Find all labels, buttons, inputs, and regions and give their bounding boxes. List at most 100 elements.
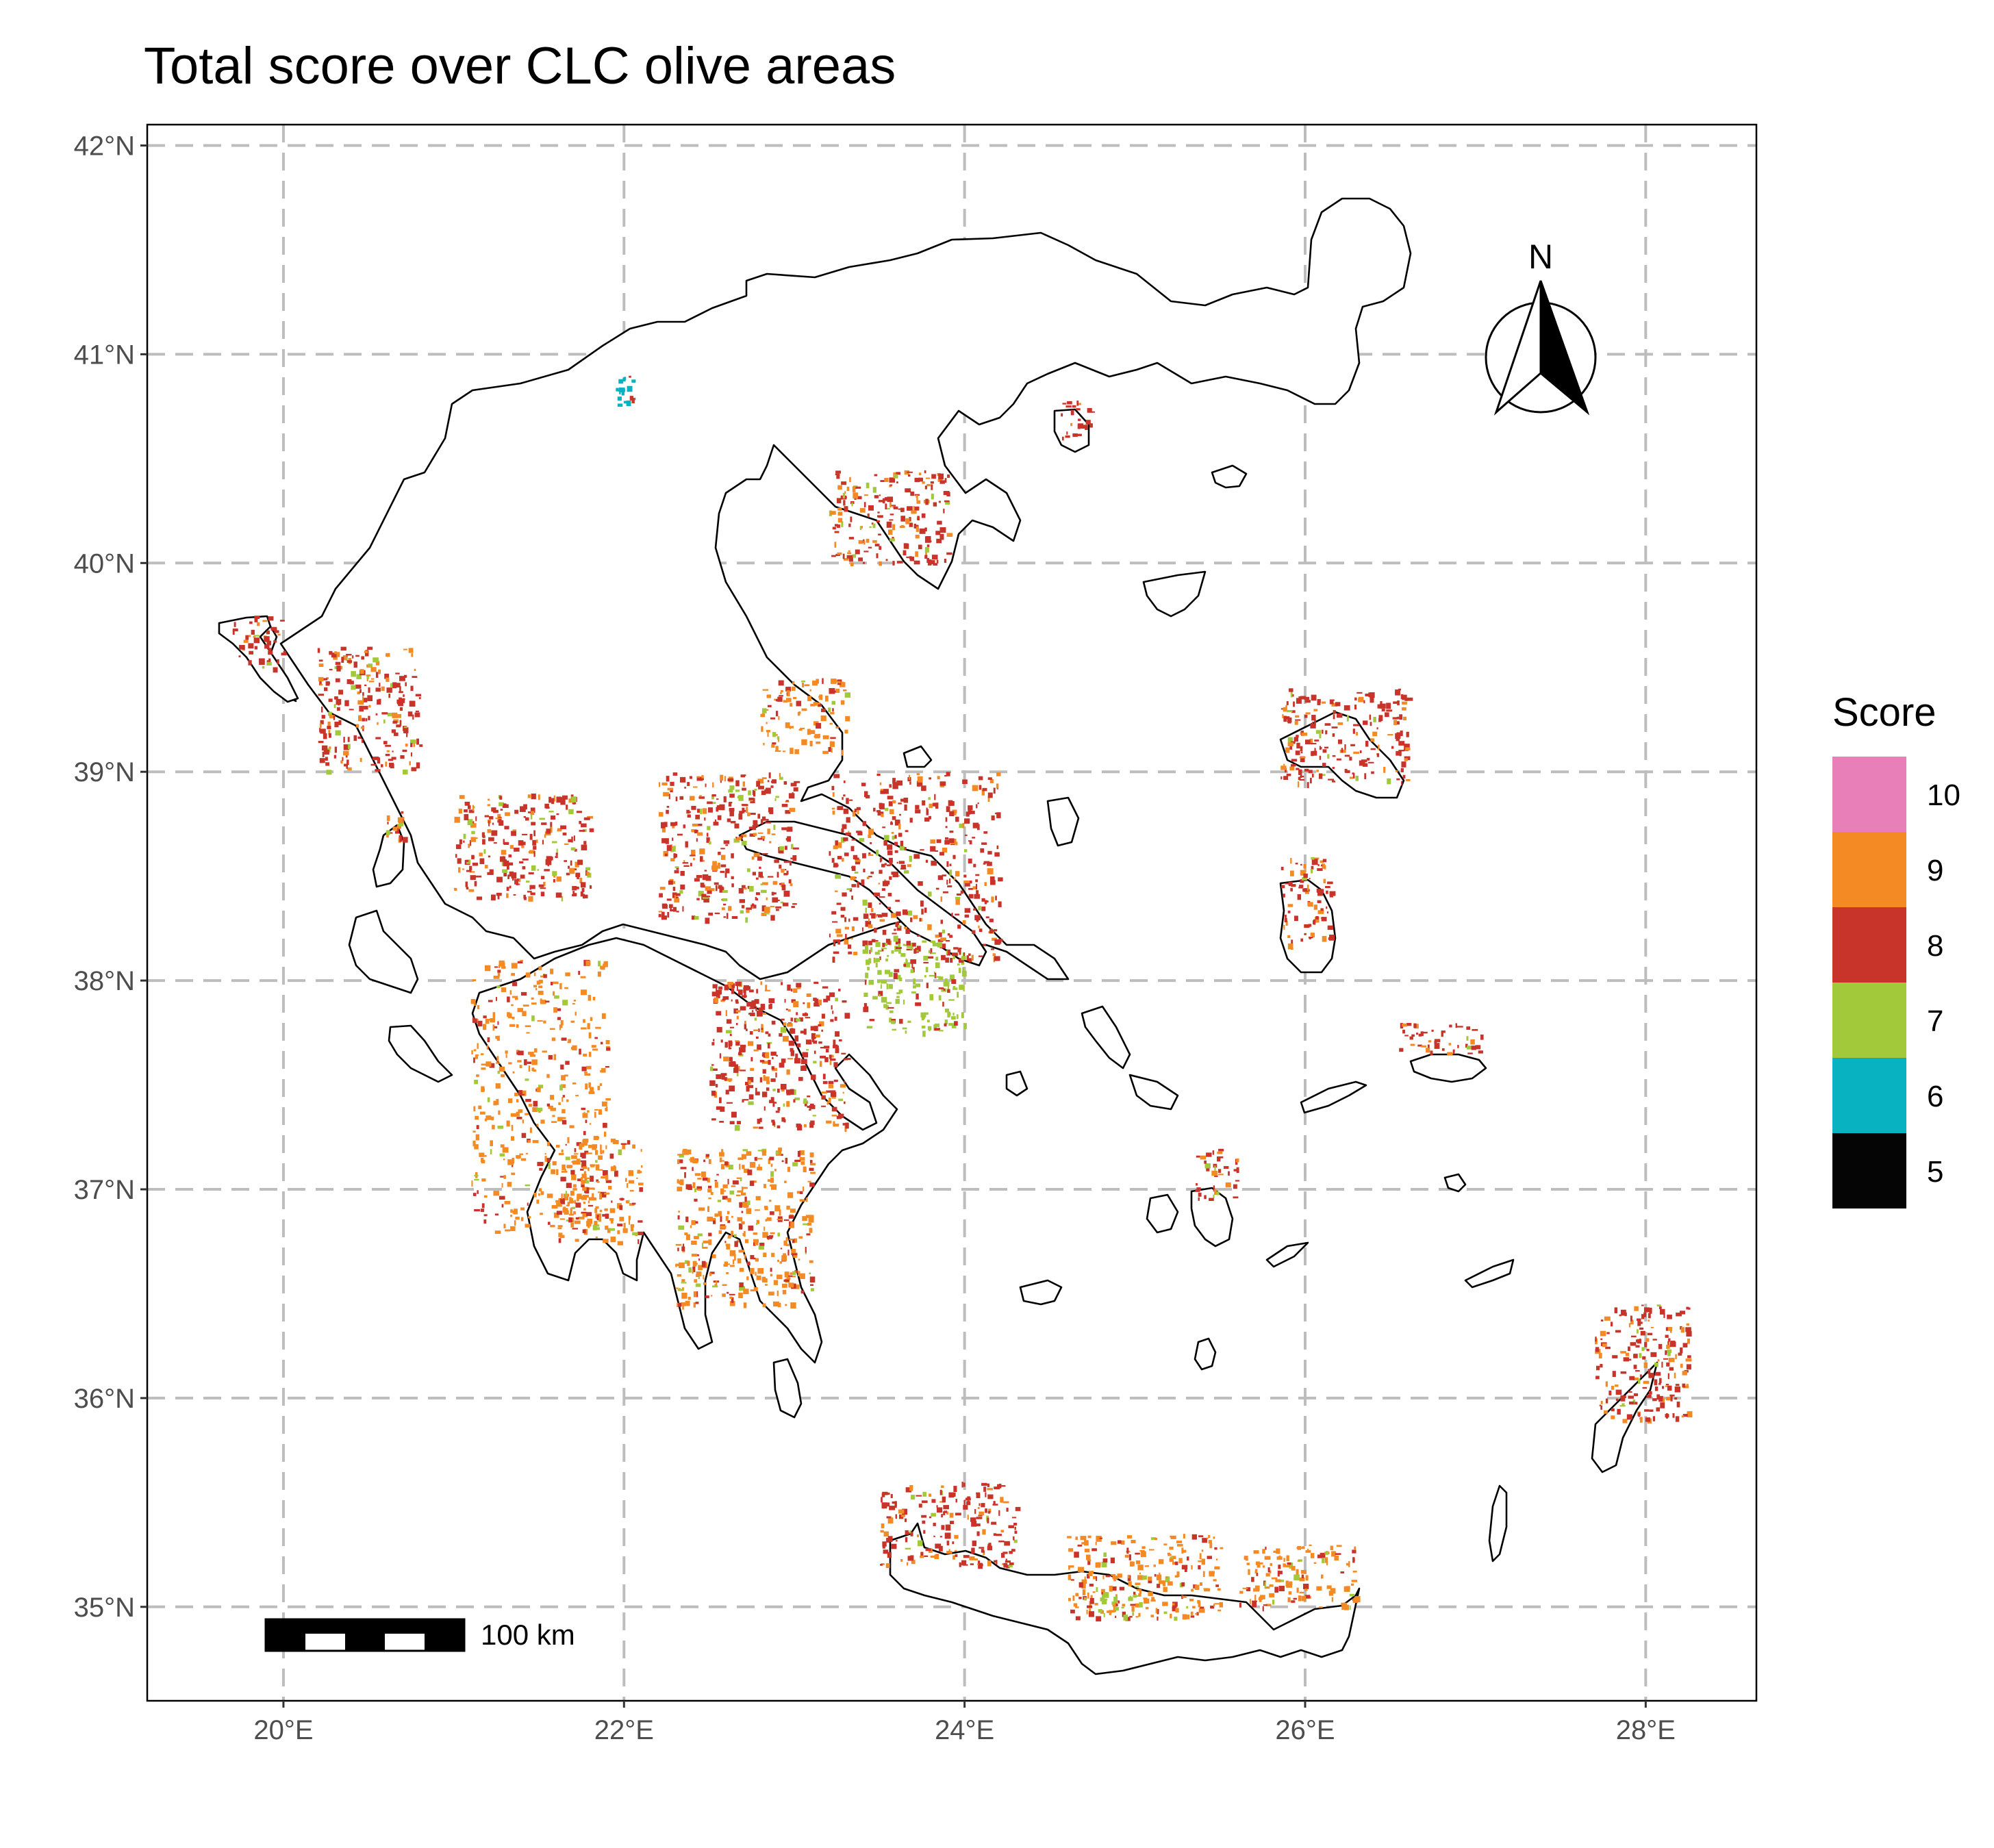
score-cell (670, 858, 675, 862)
score-cell (802, 1052, 809, 1058)
score-cell (536, 1087, 541, 1093)
score-cell (1678, 1352, 1682, 1356)
score-cell (472, 979, 477, 982)
score-cell (1128, 1575, 1130, 1579)
score-cell (738, 1292, 743, 1299)
score-cell (981, 1482, 987, 1486)
score-cell (844, 926, 849, 930)
score-cell (805, 1215, 812, 1218)
score-cell (757, 1150, 764, 1152)
score-cell (503, 860, 509, 867)
score-cell (785, 722, 790, 729)
score-cell (586, 872, 590, 876)
score-cell (708, 1232, 712, 1237)
score-cell (1666, 1362, 1670, 1367)
score-cell (779, 864, 782, 869)
score-cell (581, 887, 585, 892)
score-cell (481, 832, 485, 837)
score-cell (494, 1213, 499, 1216)
score-cell (786, 1101, 790, 1107)
score-cell (243, 640, 249, 643)
score-cell (955, 1498, 957, 1503)
score-cell (938, 473, 944, 480)
score-cell (991, 1521, 996, 1523)
score-cell (589, 828, 594, 833)
score-cell (346, 660, 353, 663)
score-cell (837, 511, 843, 516)
score-cell (696, 776, 703, 781)
score-cell (909, 946, 913, 950)
score-cell (741, 841, 747, 846)
score-cell (681, 1292, 687, 1299)
score-cell (1663, 1313, 1665, 1319)
score-cell (694, 1236, 699, 1239)
score-cell (757, 1158, 763, 1160)
score-cell (946, 533, 953, 537)
score-cell (551, 1169, 556, 1174)
score-cell (490, 1018, 495, 1023)
score-cell (911, 963, 913, 969)
score-cell (831, 679, 837, 684)
score-cell (503, 1159, 505, 1161)
score-cell (769, 1156, 774, 1161)
score-cell (955, 896, 961, 900)
score-cell (1658, 1395, 1663, 1402)
score-cell (572, 802, 576, 805)
score-cell (1448, 1043, 1452, 1046)
score-cell (933, 1024, 937, 1031)
score-cell (466, 870, 472, 872)
score-cell (540, 876, 545, 880)
score-region (232, 616, 287, 673)
score-cell (780, 1027, 787, 1033)
score-cell (516, 1099, 519, 1103)
score-cell (1072, 433, 1078, 438)
score-cell (1626, 1414, 1632, 1420)
score-cell (1402, 1029, 1405, 1034)
score-cell (942, 929, 946, 934)
score-cell (981, 842, 987, 845)
score-cell (820, 1047, 826, 1049)
score-cell (881, 888, 885, 891)
score-cell (1336, 758, 1341, 761)
score-cell (322, 751, 325, 757)
score-cell (499, 856, 506, 862)
score-cell (813, 1040, 818, 1044)
score-cell (822, 1074, 826, 1080)
score-cell (473, 1106, 476, 1111)
score-cell (939, 1536, 943, 1538)
score-cell (716, 1011, 722, 1016)
score-cell (850, 562, 854, 566)
score-cell (998, 1540, 1005, 1543)
score-cell (346, 653, 352, 656)
score-cell (551, 1121, 557, 1124)
score-cell (806, 993, 811, 998)
score-cell (1198, 1565, 1201, 1570)
score-cell (809, 1160, 813, 1165)
score-cell (557, 1117, 563, 1122)
score-cell (859, 526, 862, 531)
score-cell (342, 655, 347, 660)
score-cell (921, 513, 926, 518)
score-cell (321, 678, 328, 681)
score-cell (847, 552, 852, 555)
score-cell (516, 878, 520, 882)
score-cell (752, 872, 757, 876)
score-cell (1441, 1030, 1443, 1037)
score-cell (1637, 1379, 1641, 1384)
score-cell (727, 1220, 731, 1224)
score-cell (775, 698, 779, 702)
score-cell (894, 782, 897, 787)
score-cell (547, 864, 550, 867)
score-cell (993, 1533, 997, 1536)
score-cell (1162, 1602, 1168, 1606)
score-cell (367, 646, 373, 650)
score-cell (618, 379, 624, 384)
score-cell (733, 1008, 738, 1014)
score-cell (481, 1067, 486, 1070)
score-cell (892, 933, 897, 935)
score-cell (533, 972, 536, 976)
score-cell (605, 1039, 610, 1045)
score-cell (413, 742, 416, 747)
score-cell (564, 1210, 569, 1215)
score-cell (698, 891, 704, 897)
